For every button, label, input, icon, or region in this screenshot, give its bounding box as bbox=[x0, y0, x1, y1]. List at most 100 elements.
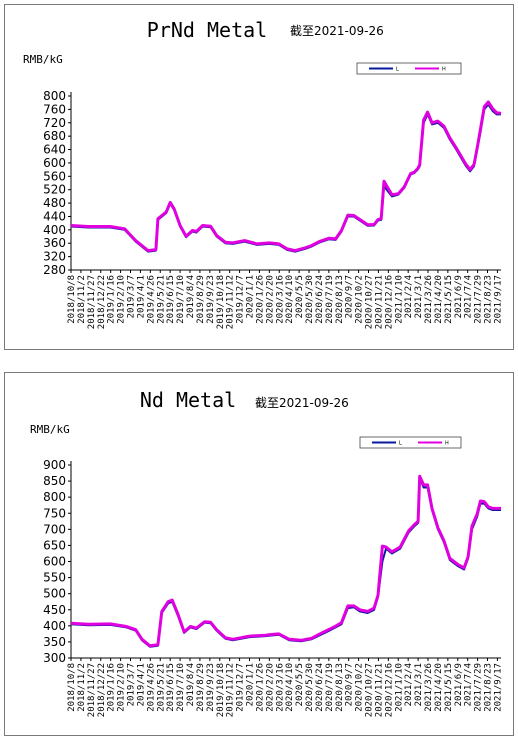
y-axis: 300 350 400 450 500 550 600 650 700 750 800 850 900 bbox=[43, 458, 72, 665]
x-tick-label: 2018/11/2 bbox=[77, 663, 87, 712]
x-tick-label: 2019/10/18 bbox=[216, 275, 226, 329]
y-tick-label: 560 bbox=[43, 169, 66, 183]
x-tick-label: 2021/9/17 bbox=[493, 663, 503, 712]
x-tick-label: 2018/10/8 bbox=[67, 275, 77, 324]
y-tick-label: 500 bbox=[43, 587, 66, 601]
chart-panel-nd: Nd Metal 截至2021-09-26 RMB/kG L H 300 350 4… bbox=[4, 372, 514, 736]
x-tick-label: 2020/10/27 bbox=[365, 275, 375, 329]
x-tick-label: 2019/4/26 bbox=[146, 663, 156, 712]
y-tick-label: 360 bbox=[43, 236, 66, 250]
x-tick-label: 2020/4/10 bbox=[285, 275, 295, 324]
x-tick-label: 2020/5/30 bbox=[305, 663, 315, 712]
x-tick-label: 2019/11/12 bbox=[226, 275, 236, 329]
x-tick-label: 2021/7/29 bbox=[474, 275, 484, 324]
x-tick-label: 2020/7/19 bbox=[325, 275, 335, 324]
x-tick-label: 2019/12/7 bbox=[236, 663, 246, 712]
y-tick-label: 700 bbox=[43, 522, 66, 536]
x-tick-label: 2020/8/13 bbox=[335, 663, 345, 712]
x-tick-label: 2021/6/9 bbox=[454, 275, 464, 318]
x-tick-label: 2020/5/30 bbox=[305, 275, 315, 324]
x-tick-label: 2020/1/26 bbox=[255, 275, 265, 324]
legend-box bbox=[359, 436, 462, 449]
x-tick-label: 2019/10/18 bbox=[216, 663, 226, 717]
x-tick-label: 2021/3/26 bbox=[424, 663, 434, 712]
y-unit-label: RMB/kG bbox=[30, 423, 70, 436]
x-tick-label: 2019/6/15 bbox=[166, 275, 176, 324]
legend-label-h: H bbox=[442, 67, 446, 73]
series-line-l bbox=[70, 103, 501, 253]
x-tick-label: 2019/7/10 bbox=[176, 663, 186, 712]
y-tick-label: 850 bbox=[43, 474, 66, 488]
x-tick-label: 2019/1/16 bbox=[107, 663, 117, 712]
x-tick-label: 2019/3/7 bbox=[127, 663, 137, 706]
y-tick-label: 650 bbox=[43, 538, 66, 552]
y-tick-label: 480 bbox=[43, 196, 66, 210]
x-tick-label: 2020/8/13 bbox=[335, 275, 345, 324]
x-tick-label: 2020/6/24 bbox=[315, 275, 325, 324]
y-tick-label: 600 bbox=[43, 156, 66, 170]
chart-title: PrNd Metal bbox=[147, 18, 267, 42]
x-tick-label: 2021/8/23 bbox=[484, 275, 494, 324]
x-tick-label: 2019/8/29 bbox=[196, 275, 206, 324]
x-tick-label: 2021/4/20 bbox=[434, 663, 444, 712]
x-tick-label: 2019/4/1 bbox=[136, 275, 146, 318]
y-axis: 2803203604004404805205606006406807207608… bbox=[43, 89, 72, 277]
x-tick-label: 2021/2/4 bbox=[404, 275, 414, 318]
y-tick-label: 440 bbox=[43, 209, 66, 223]
x-tick-label: 2021/3/1 bbox=[414, 275, 424, 318]
x-tick-label: 2020/2/20 bbox=[265, 663, 275, 712]
y-tick-label: 300 bbox=[43, 651, 66, 665]
chart-subtitle: 截至2021-09-26 bbox=[290, 24, 384, 38]
x-tick-label: 2020/2/20 bbox=[265, 275, 275, 324]
x-tick-label: 2021/7/4 bbox=[464, 663, 474, 706]
x-tick-label: 2020/11/21 bbox=[374, 275, 384, 329]
legend-label-l: L bbox=[396, 67, 399, 73]
y-tick-label: 900 bbox=[43, 458, 66, 472]
x-tick-label: 2021/1/10 bbox=[394, 275, 404, 324]
x-tick-label: 2019/7/10 bbox=[176, 275, 186, 324]
x-tick-label: 2020/6/24 bbox=[315, 663, 325, 712]
x-tick-label: 2021/9/17 bbox=[493, 275, 503, 324]
x-tick-label: 2021/5/15 bbox=[444, 275, 454, 324]
x-tick-label: 2020/4/10 bbox=[285, 663, 295, 712]
y-tick-label: 450 bbox=[43, 603, 66, 617]
y-tick-label: 550 bbox=[43, 571, 66, 585]
x-tick-label: 2020/10/2 bbox=[355, 663, 365, 712]
x-tick-label: 2019/4/1 bbox=[136, 663, 146, 706]
y-tick-label: 720 bbox=[43, 116, 66, 130]
y-tick-label: 750 bbox=[43, 506, 66, 520]
y-tick-label: 400 bbox=[43, 223, 66, 237]
legend: L H bbox=[356, 62, 462, 75]
x-tick-label: 2021/7/29 bbox=[474, 663, 484, 712]
x-tick-label: 2020/9/7 bbox=[345, 275, 355, 318]
nd-chart: Nd Metal 截至2021-09-26 RMB/kG L H 300 350 4… bbox=[30, 388, 503, 717]
x-tick-label: 2019/2/10 bbox=[117, 275, 127, 324]
chart-title: Nd Metal bbox=[140, 388, 236, 412]
y-tick-label: 680 bbox=[43, 129, 66, 143]
series-group bbox=[70, 100, 502, 253]
series-line-l bbox=[70, 476, 501, 648]
y-tick-label: 350 bbox=[43, 635, 66, 649]
x-tick-label: 2019/9/23 bbox=[206, 663, 216, 712]
y-tick-label: 280 bbox=[43, 263, 66, 277]
y-tick-label: 800 bbox=[43, 89, 66, 103]
x-tick-label: 2019/5/21 bbox=[156, 275, 166, 324]
legend: L H bbox=[359, 436, 462, 449]
x-tick-label: 2021/2/4 bbox=[404, 663, 414, 706]
x-tick-label: 2019/8/4 bbox=[186, 663, 196, 706]
x-tick-label: 2020/1/26 bbox=[255, 663, 265, 712]
x-tick-label: 2019/3/7 bbox=[127, 275, 137, 318]
prnd-chart: PrNd Metal 截至2021-09-26 RMB/kG L H 28032… bbox=[23, 18, 503, 329]
x-tick-label: 2019/5/21 bbox=[156, 663, 166, 712]
x-tick-label: 2020/10/27 bbox=[365, 663, 375, 717]
x-tick-label: 2021/6/9 bbox=[454, 663, 464, 706]
x-tick-label: 2020/3/16 bbox=[275, 663, 285, 712]
x-tick-label: 2018/11/2 bbox=[77, 275, 87, 324]
x-tick-label: 2018/12/22 bbox=[97, 275, 107, 329]
x-tick-label: 2018/12/22 bbox=[97, 663, 107, 717]
y-tick-label: 400 bbox=[43, 619, 66, 633]
y-tick-label: 520 bbox=[43, 183, 66, 197]
x-tick-label: 2019/6/15 bbox=[166, 663, 176, 712]
x-tick-label: 2021/3/26 bbox=[424, 275, 434, 324]
y-tick-label: 640 bbox=[43, 143, 66, 157]
